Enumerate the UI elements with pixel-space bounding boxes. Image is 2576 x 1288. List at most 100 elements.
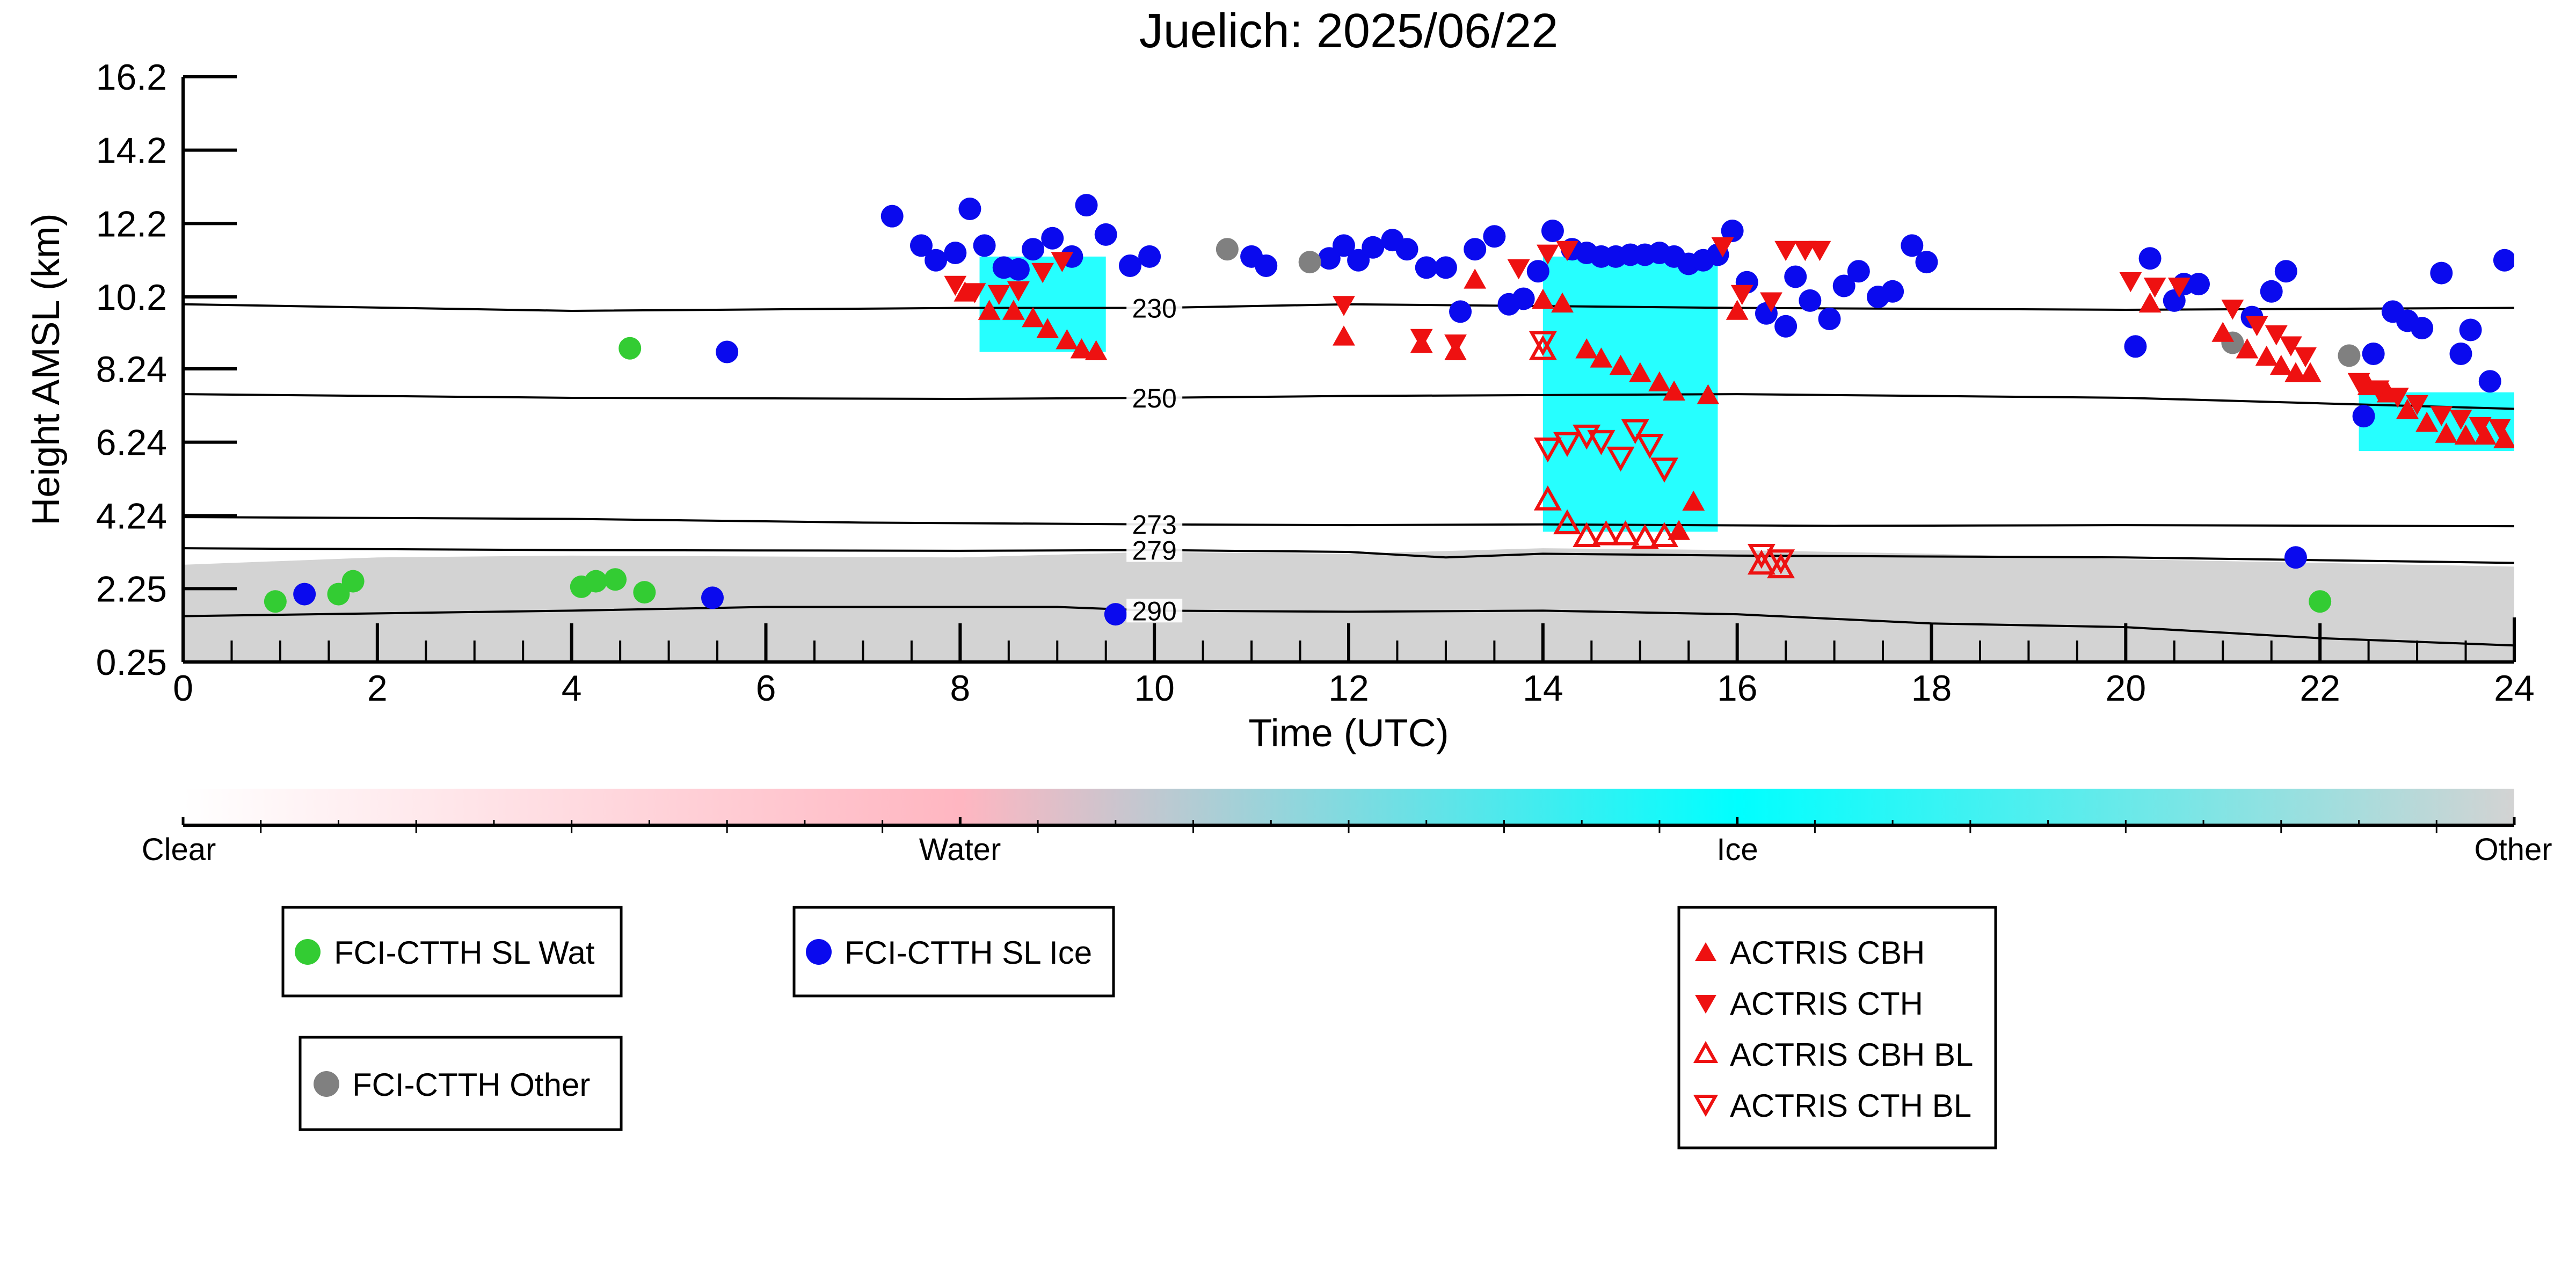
x-tick-label-6: 6 bbox=[756, 668, 776, 709]
fci-ctth-sl-wat-point-5 bbox=[604, 568, 627, 591]
actris-cbh-point-36 bbox=[2454, 424, 2477, 445]
x-tick-label-2: 2 bbox=[367, 668, 388, 709]
actris-cbh-point-34 bbox=[2415, 411, 2439, 432]
actris-cth-point-24 bbox=[2279, 336, 2302, 356]
actris-cbh-point-21 bbox=[1682, 490, 1705, 511]
actris-cth-bl-point-8 bbox=[1650, 457, 1678, 483]
actris-cbh-point-16 bbox=[1609, 354, 1632, 375]
isotherm-label-bg-230 bbox=[1126, 296, 1183, 320]
actris-cth-point-25 bbox=[2294, 347, 2317, 368]
fci-ctth-sl-ice-point-54 bbox=[1832, 274, 1855, 297]
actris-cth-point-21 bbox=[2221, 300, 2244, 320]
legend-marker-fci-other bbox=[314, 1071, 339, 1097]
x-tick-label-14: 14 bbox=[1523, 668, 1563, 709]
isotherm-line-290 bbox=[183, 606, 2514, 647]
fci-ctth-sl-wat-point-2 bbox=[341, 570, 365, 593]
fci-ctth-other-point-1 bbox=[1298, 251, 1321, 274]
legend-label-fci-other: FCI-CTTH Other bbox=[352, 1067, 590, 1103]
actris-cbh-point-24 bbox=[2138, 292, 2162, 313]
colorbar-label-other: Other bbox=[2474, 832, 2552, 867]
isotherm-label-bg-273 bbox=[1126, 512, 1183, 536]
actris-cth-point-9 bbox=[1507, 259, 1530, 280]
fci-ctth-sl-ice-point-67 bbox=[2274, 260, 2297, 283]
y-tick-label-6: 12.2 bbox=[96, 203, 167, 244]
actris-cbh-point-35 bbox=[2435, 423, 2458, 443]
x-tick-label-4: 4 bbox=[562, 668, 582, 709]
actris-cth-point-27 bbox=[2367, 380, 2390, 401]
actris-cbh-bl-point-6 bbox=[1631, 523, 1659, 549]
actris-cbh-point-12 bbox=[1531, 288, 1554, 309]
actris-cth-point-15 bbox=[1774, 241, 1798, 261]
fci-ctth-sl-ice-point-34 bbox=[1526, 260, 1549, 283]
isotherm-line-279 bbox=[183, 547, 2514, 564]
y-tick-label-7: 14.2 bbox=[96, 130, 167, 171]
actris-cbh-point-23 bbox=[1726, 300, 1749, 320]
fci-ctth-sl-wat-point-0 bbox=[264, 590, 287, 613]
actris-cbh-point-1 bbox=[978, 300, 1001, 320]
fci-ctth-sl-ice-point-52 bbox=[1799, 289, 1822, 312]
actris-cbh-bl-point-8 bbox=[1747, 549, 1775, 575]
ticks-layer: 0 2 4 6 8 10 12 14 16 18 20 22 240.252.254.246.248.2… bbox=[96, 57, 2535, 709]
isotherm-label-bg-290 bbox=[1126, 599, 1183, 623]
actris-cbh-point-29 bbox=[2284, 362, 2307, 382]
actris-cbh-point-14 bbox=[1575, 338, 1598, 359]
actris-cth-point-11 bbox=[1556, 241, 1578, 261]
fci-ctth-sl-ice-point-58 bbox=[1901, 234, 1924, 257]
actris-cbh-point-6 bbox=[1070, 338, 1093, 359]
actris-cbh-point-22 bbox=[1668, 520, 1691, 540]
x-tick-label-20: 20 bbox=[2106, 668, 2146, 709]
actris-cth-point-26 bbox=[2347, 373, 2370, 394]
fci-ctth-sl-wat-point-7 bbox=[633, 581, 656, 604]
actris-cbh-point-30 bbox=[2299, 362, 2322, 382]
fci-ctth-sl-ice-point-70 bbox=[2352, 405, 2375, 428]
actris-cth-point-12 bbox=[1711, 237, 1734, 258]
fci-ctth-sl-ice-point-17 bbox=[1118, 254, 1141, 277]
y-tick-label-0: 0.25 bbox=[96, 642, 167, 683]
actris-cbh-point-2 bbox=[1002, 300, 1025, 320]
fci-ctth-sl-ice-point-31 bbox=[1483, 225, 1506, 248]
legend-marker-actris-cbh-bl bbox=[1693, 1040, 1719, 1063]
actris-cth-point-31 bbox=[2449, 410, 2472, 430]
actris-cth-point-10 bbox=[1536, 244, 1559, 265]
y-tick-label-8: 16.2 bbox=[96, 57, 167, 98]
actris-cbh-point-38 bbox=[2493, 428, 2514, 448]
legend-label-actris-cbh: ACTRIS CBH bbox=[1730, 935, 1925, 971]
actris-cbh-point-25 bbox=[2211, 322, 2235, 342]
x-axis-label: Time (UTC) bbox=[1248, 712, 1449, 755]
actris-cbh-point-3 bbox=[1022, 307, 1044, 328]
actris-cbh-point-28 bbox=[2269, 354, 2293, 375]
actris-cbh-point-0 bbox=[954, 281, 977, 302]
y-axis-label: Height AMSL (km) bbox=[25, 213, 68, 525]
x-tick-label-10: 10 bbox=[1134, 668, 1175, 709]
fci-ctth-sl-ice-point-73 bbox=[2411, 317, 2434, 340]
fci-ctth-sl-ice-point-30 bbox=[1464, 238, 1487, 261]
fci-ctth-sl-ice-point-66 bbox=[2260, 280, 2283, 303]
isotherm-label-273: 273 bbox=[1132, 510, 1176, 540]
isotherm-label-230: 230 bbox=[1132, 294, 1176, 324]
actris-cth-point-22 bbox=[2245, 316, 2268, 337]
actris-cbh-point-15 bbox=[1590, 347, 1613, 368]
fci-ctth-sl-ice-point-55 bbox=[1847, 260, 1870, 283]
legend-marker-actris-cth-bl bbox=[1693, 1095, 1719, 1117]
actris-cth-point-14 bbox=[1760, 292, 1782, 312]
actris-cth-point-4 bbox=[1031, 263, 1054, 283]
legend-box-fci-ice: FCI-CTTH SL Ice bbox=[792, 906, 1115, 998]
actris-cth-bl-point-4 bbox=[1587, 430, 1616, 455]
actris-cth-bl-point-10 bbox=[1767, 549, 1795, 574]
actris-cbh-bl-point-3 bbox=[1573, 522, 1601, 548]
y-tick-label-4: 8.24 bbox=[96, 349, 167, 390]
fci-ctth-sl-wat-point-6 bbox=[618, 337, 642, 360]
actris-cth-point-30 bbox=[2430, 406, 2453, 426]
x-tick-label-8: 8 bbox=[950, 668, 970, 709]
colorbar-bar bbox=[183, 789, 2514, 825]
fci-ctth-sl-ice-point-23 bbox=[1347, 249, 1370, 272]
isotherm-line-273 bbox=[183, 516, 2514, 528]
actris-cth-point-20 bbox=[2167, 278, 2191, 298]
chart-title: Juelich: 2025/06/22 bbox=[1139, 4, 1559, 58]
fci-ctth-sl-ice-point-76 bbox=[2459, 318, 2482, 341]
fci-ctth-other-point-0 bbox=[1216, 238, 1239, 261]
actris-cth-point-8 bbox=[1444, 334, 1467, 355]
fci-ctth-sl-wat-point-8 bbox=[2309, 590, 2332, 613]
isotherm-layer bbox=[183, 303, 2514, 647]
